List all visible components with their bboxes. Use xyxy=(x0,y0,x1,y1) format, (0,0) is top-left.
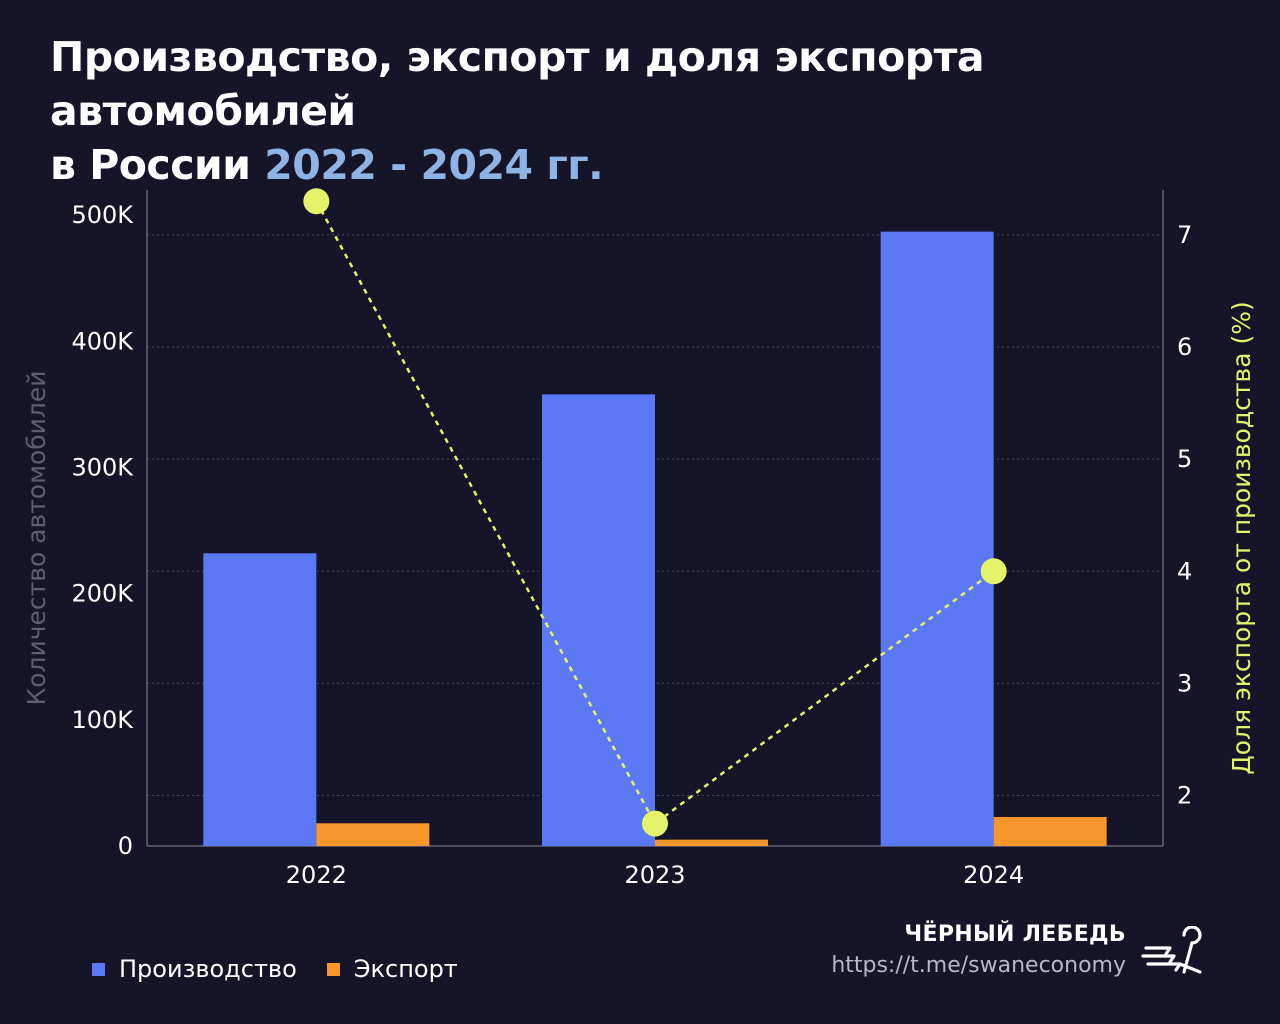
y-axis-title: Количество автомобилей xyxy=(22,370,51,705)
title-line-2: в России 2022 - 2024 гг. xyxy=(50,138,1260,192)
y2-tick-label-6: 6 xyxy=(1177,333,1192,361)
brand-name: ЧЁРНЫЙ ЛЕБЕДЬ xyxy=(904,922,1126,947)
export-share-point-2022 xyxy=(303,188,330,215)
y2-tick-label-2: 2 xyxy=(1177,782,1192,810)
y2-tick-label-5: 5 xyxy=(1177,445,1192,473)
bar-export-2023 xyxy=(655,839,768,846)
legend-label-export: Экспорт xyxy=(353,955,458,983)
y-tick-label-100K: 100K xyxy=(71,706,134,734)
y2-tick-label-3: 3 xyxy=(1177,669,1192,697)
legend-label-production: Производство xyxy=(119,955,297,983)
y-tick-label-400K: 400K xyxy=(71,327,134,355)
chart-legend: Производство Экспорт xyxy=(92,955,488,983)
bar-export-2022 xyxy=(316,823,430,846)
bar-production-2023 xyxy=(542,394,655,846)
y2-axis-title: Доля экспорта от производства (%) xyxy=(1227,301,1256,774)
x-tick-label-2023: 2023 xyxy=(624,861,685,889)
export-share-line xyxy=(315,200,995,826)
brand-block: ЧЁРНЫЙ ЛЕБЕДЬ https://t.me/swaneconomy xyxy=(831,922,1126,978)
bar-production-2022 xyxy=(203,553,317,846)
swan-logo-icon xyxy=(1141,926,1202,974)
y-tick-label-500K: 500K xyxy=(71,201,134,229)
y-tick-label-300K: 300K xyxy=(71,454,134,482)
x-tick-label-2024: 2024 xyxy=(963,861,1024,889)
legend-item-production: Производство xyxy=(92,955,297,983)
title-year-range: 2022 - 2024 гг. xyxy=(264,141,604,189)
y2-tick-label-4: 4 xyxy=(1177,557,1192,585)
legend-swatch-export xyxy=(326,962,340,976)
title-line-1: Производство, экспорт и доля экспорта ав… xyxy=(50,33,985,135)
title-line-2-prefix: в России xyxy=(50,141,265,189)
y2-tick-label-7: 7 xyxy=(1177,221,1192,249)
legend-swatch-production xyxy=(92,962,105,976)
y-tick-label-0: 0 xyxy=(118,832,133,860)
x-tick-label-2022: 2022 xyxy=(286,861,347,889)
bar-production-2024 xyxy=(880,231,994,847)
export-share-point-2023 xyxy=(642,810,668,837)
legend-item-export: Экспорт xyxy=(326,955,458,983)
y-tick-label-200K: 200K xyxy=(71,580,134,608)
chart-title: Производство, экспорт и доля экспорта ав… xyxy=(50,30,1260,192)
bar-export-2024 xyxy=(993,816,1107,846)
brand-url[interactable]: https://t.me/swaneconomy xyxy=(831,953,1126,978)
export-share-point-2024 xyxy=(980,558,1007,585)
